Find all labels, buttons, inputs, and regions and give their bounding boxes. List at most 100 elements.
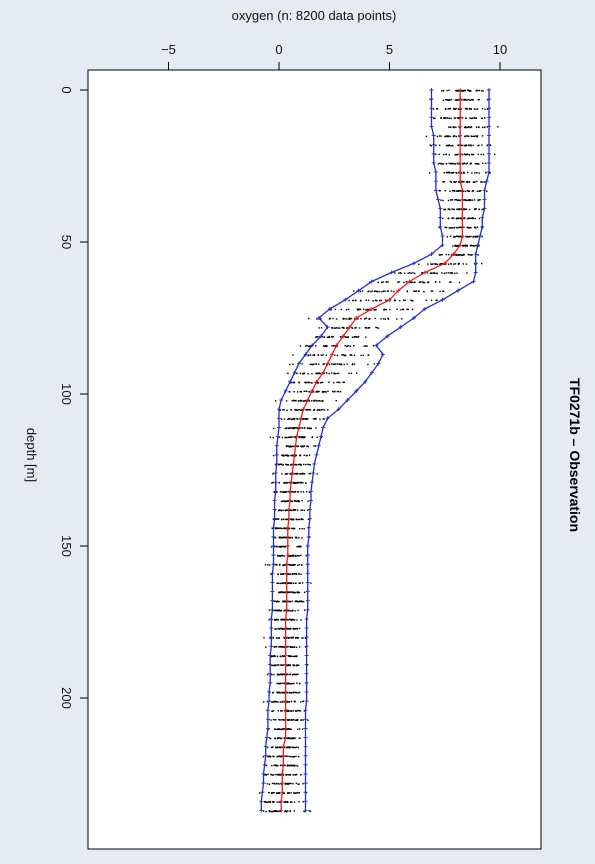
- data-point: [304, 400, 307, 402]
- data-point: [270, 756, 272, 758]
- data-point: [285, 400, 288, 402]
- data-point: [288, 436, 290, 439]
- data-point: [337, 381, 340, 383]
- data-point: [458, 172, 460, 174]
- data-point: [457, 262, 460, 265]
- series-marker-upper: [380, 352, 385, 357]
- series-marker-mean: [284, 580, 289, 585]
- data-point: [485, 171, 487, 174]
- data-point: [468, 208, 471, 211]
- data-point: [476, 163, 478, 165]
- data-point: [306, 345, 308, 347]
- data-point: [282, 464, 284, 466]
- data-point: [451, 199, 454, 201]
- data-point: [311, 436, 314, 438]
- data-point: [307, 373, 309, 375]
- series-marker-upper: [321, 425, 326, 430]
- data-point: [290, 719, 293, 721]
- data-point: [408, 272, 411, 274]
- data-point: [299, 463, 301, 466]
- data-point: [295, 482, 297, 484]
- data-point: [450, 263, 452, 265]
- data-point: [352, 299, 355, 302]
- data-point: [300, 573, 302, 575]
- data-point: [462, 245, 464, 247]
- series-marker-mean: [283, 653, 288, 658]
- data-point: [286, 409, 288, 411]
- data-point: [291, 801, 293, 803]
- series-marker-mean: [460, 197, 465, 202]
- data-point: [353, 354, 356, 356]
- data-point: [297, 692, 299, 694]
- data-point: [472, 153, 474, 156]
- data-point: [469, 227, 471, 229]
- data-point: [273, 609, 275, 612]
- data-point: [284, 591, 286, 594]
- data-point: [295, 746, 298, 748]
- data-point: [313, 418, 316, 420]
- data-point: [453, 208, 455, 211]
- data-point: [467, 199, 469, 201]
- data-point: [276, 582, 278, 584]
- data-point: [357, 309, 359, 311]
- series-marker-upper: [374, 343, 379, 348]
- data-point: [293, 792, 295, 794]
- data-point: [442, 199, 444, 202]
- data-point: [301, 582, 304, 584]
- data-point: [311, 400, 313, 402]
- data-point: [403, 272, 406, 274]
- data-point: [289, 573, 291, 575]
- data-point: [305, 555, 307, 557]
- series-marker-mean: [286, 507, 291, 512]
- data-point: [287, 792, 289, 794]
- data-point: [283, 610, 285, 612]
- series-marker-lower: [438, 224, 443, 229]
- data-point: [283, 409, 285, 411]
- data-point: [322, 408, 324, 411]
- data-point: [317, 372, 320, 374]
- data-point: [312, 418, 315, 420]
- series-marker-upper: [304, 626, 309, 631]
- series-marker-lower: [438, 206, 443, 211]
- data-point: [280, 500, 283, 503]
- series-marker-upper: [307, 516, 312, 521]
- data-point: [477, 153, 479, 156]
- data-point: [461, 163, 464, 165]
- data-point: [278, 691, 281, 694]
- series-marker-mean: [285, 544, 290, 548]
- data-point: [474, 235, 476, 238]
- data-point: [281, 682, 283, 684]
- data-point: [329, 336, 331, 338]
- data-point: [475, 245, 477, 247]
- data-point: [302, 783, 304, 785]
- data-point: [308, 810, 310, 812]
- data-point: [477, 199, 479, 202]
- data-point: [282, 664, 284, 666]
- data-point: [444, 208, 447, 211]
- data-point: [441, 272, 443, 274]
- data-point: [467, 218, 469, 220]
- data-point: [362, 308, 365, 310]
- data-point: [452, 190, 454, 192]
- data-point: [322, 400, 324, 402]
- data-point: [353, 345, 355, 347]
- data-point: [474, 163, 476, 165]
- data-point: [301, 564, 303, 566]
- data-point: [301, 537, 303, 539]
- data-point: [296, 655, 298, 657]
- data-point: [373, 363, 376, 365]
- data-point: [293, 756, 295, 758]
- data-point: [295, 764, 297, 767]
- data-point: [269, 436, 272, 439]
- data-point: [286, 673, 288, 675]
- data-point: [269, 637, 271, 639]
- data-point: [462, 90, 464, 92]
- data-point: [292, 354, 294, 356]
- data-point: [287, 764, 289, 767]
- data-point: [289, 637, 291, 639]
- data-point: [328, 363, 331, 366]
- data-point: [471, 98, 473, 101]
- data-point: [271, 710, 273, 712]
- data-point: [481, 144, 483, 146]
- data-point: [470, 226, 472, 229]
